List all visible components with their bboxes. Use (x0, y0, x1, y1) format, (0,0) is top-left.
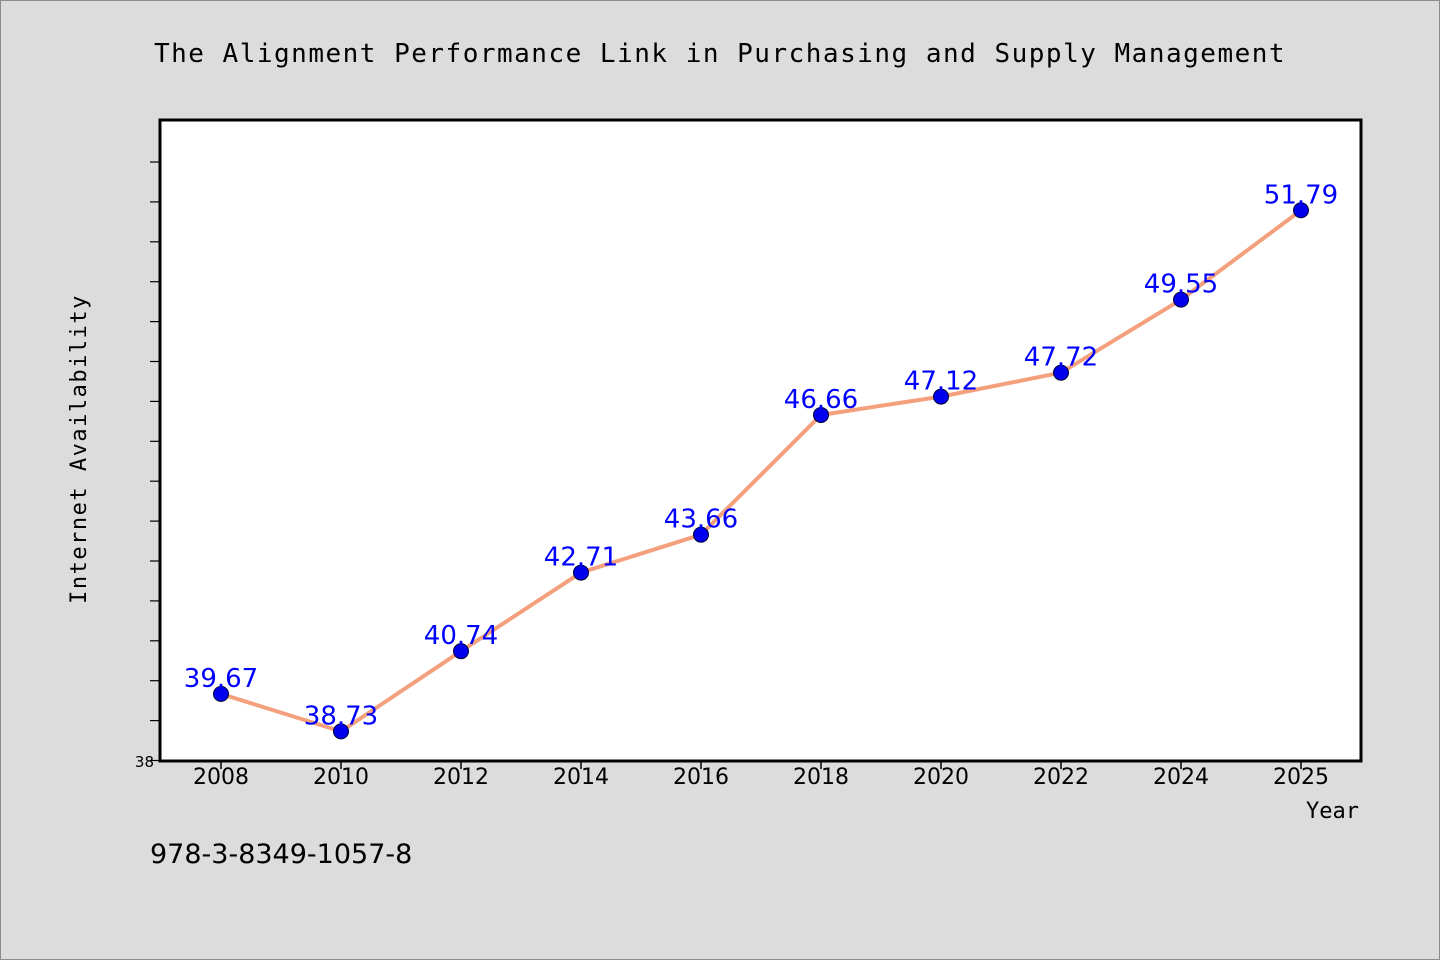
x-axis-tick-label: 2020 (913, 765, 969, 790)
series-marker (1173, 291, 1189, 308)
chart-title: The Alignment Performance Link in Purcha… (154, 39, 1286, 69)
x-axis-tick-label: 2010 (313, 765, 369, 790)
y-axis-tick-labels: 38 (135, 753, 154, 771)
x-axis-tick-label: 2016 (673, 765, 729, 790)
series-marker (333, 723, 349, 740)
isbn-footer: 978-3-8349-1057-8 (150, 839, 412, 870)
series-line (219, 208, 1303, 734)
x-axis-tick-label: 2024 (1153, 765, 1209, 790)
data-label: 46.66 (784, 385, 858, 415)
series-marker (693, 526, 709, 543)
x-axis-tick-label: 2012 (433, 765, 489, 790)
y-axis-label: Internet Availability (67, 294, 92, 604)
data-label: 39.67 (184, 664, 258, 694)
x-axis-tick-label: 2025 (1273, 765, 1329, 790)
x-axis-label: Year (1306, 799, 1359, 824)
data-label: 38.73 (304, 701, 378, 731)
x-axis-tick-label: 2014 (553, 765, 609, 790)
x-axis-tick-label: 2018 (793, 765, 849, 790)
plot-area (158, 118, 1363, 763)
data-label: 47.72 (1024, 343, 1098, 373)
data-label: 40.74 (424, 621, 498, 651)
series-marker (213, 685, 229, 702)
series-marker (573, 564, 589, 581)
series-marker (813, 406, 829, 423)
series-marker (1293, 202, 1309, 219)
series-marker (1053, 364, 1069, 381)
data-label: 49.55 (1144, 270, 1218, 300)
y-axis-ticks (150, 161, 160, 762)
data-label: 47.12 (904, 367, 978, 397)
x-axis-tick-label: 2022 (1033, 765, 1089, 790)
data-label: 51.79 (1264, 180, 1338, 210)
series-markers (213, 202, 1309, 740)
data-label: 43.66 (664, 505, 738, 535)
x-axis-ticks (220, 761, 1302, 769)
series-marker (933, 388, 949, 405)
series-marker (453, 643, 469, 660)
data-label: 42.71 (544, 543, 618, 573)
x-axis-tick-label: 2008 (193, 765, 249, 790)
x-axis-tick-labels: 2008 2010 2012 2014 2016 2018 2020 2022 2024 2025 (193, 765, 1329, 790)
y-axis-tick-label: 38 (135, 753, 154, 771)
data-labels: 39.67 38.73 40.74 42.71 43.66 46.66 47.12 47.72… (184, 180, 1338, 731)
